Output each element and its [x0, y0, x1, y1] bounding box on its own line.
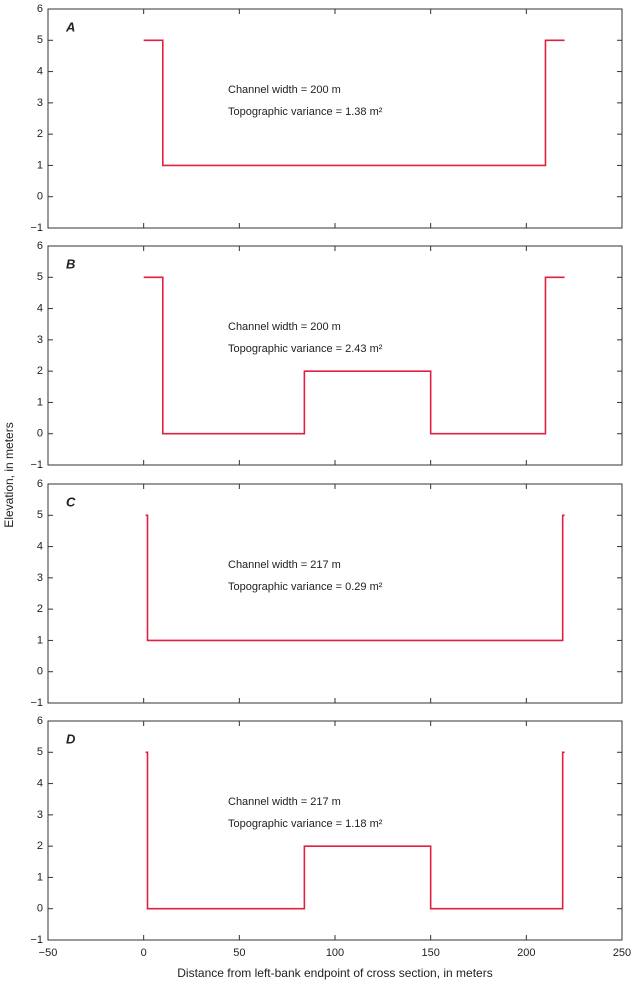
panel-label: D — [66, 731, 76, 746]
annotation: Channel width = 200 m — [228, 84, 341, 96]
y-tick-label: 6 — [37, 478, 43, 490]
y-tick-label: 2 — [37, 840, 43, 852]
y-tick-label: 6 — [37, 3, 43, 15]
y-tick-label: 5 — [37, 34, 43, 46]
annotation: Channel width = 200 m — [228, 321, 341, 333]
y-tick-label: −1 — [30, 697, 43, 709]
annotation: Topographic variance = 1.38 m² — [228, 106, 383, 118]
y-tick-label: 0 — [37, 191, 43, 203]
x-tick-label: 150 — [421, 947, 439, 959]
plot-frame — [47, 245, 623, 466]
y-tick-label: 4 — [37, 65, 43, 77]
y-tick-label: 2 — [37, 603, 43, 615]
profile-line — [145, 514, 565, 642]
y-tick-label: 6 — [37, 240, 43, 252]
y-tick-label: 2 — [37, 128, 43, 140]
y-tick-label: 2 — [37, 365, 43, 377]
y-tick-label: 5 — [37, 746, 43, 758]
annotation: Channel width = 217 m — [228, 796, 341, 808]
y-tick-label: 0 — [37, 666, 43, 678]
x-tick-label: 200 — [517, 947, 535, 959]
x-tick-label: 50 — [233, 947, 245, 959]
y-tick-label: 1 — [37, 871, 43, 883]
y-tick-label: −1 — [30, 222, 43, 234]
plot-frame — [47, 720, 623, 941]
y-tick-label: 5 — [37, 509, 43, 521]
annotation: Topographic variance = 1.18 m² — [228, 818, 383, 830]
y-tick-label: 4 — [37, 777, 43, 789]
y-tick-label: 6 — [37, 715, 43, 727]
annotation: Topographic variance = 0.29 m² — [228, 581, 383, 593]
y-tick-label: 1 — [37, 396, 43, 408]
y-tick-label: 4 — [37, 540, 43, 552]
y-tick-label: 0 — [37, 903, 43, 915]
y-tick-label: 1 — [37, 634, 43, 646]
y-tick-label: 4 — [37, 302, 43, 314]
plot-frame — [47, 8, 623, 229]
x-axis-label: Distance from left-bank endpoint of cros… — [177, 966, 492, 980]
panel-label: B — [66, 256, 75, 271]
profile-line — [145, 751, 565, 910]
y-axis-label: Elevation, in meters — [2, 422, 16, 527]
profile-line — [143, 39, 565, 167]
y-tick-label: −1 — [30, 934, 43, 946]
annotation: Channel width = 217 m — [228, 559, 341, 571]
y-tick-label: 0 — [37, 428, 43, 440]
y-tick-label: 3 — [37, 97, 43, 109]
x-tick-label: 0 — [141, 947, 147, 959]
y-tick-label: 3 — [37, 572, 43, 584]
x-tick-label: 100 — [326, 947, 344, 959]
panel-label: C — [66, 494, 76, 509]
x-tick-label: −50 — [39, 947, 58, 959]
y-tick-label: −1 — [30, 459, 43, 471]
profile-line — [143, 276, 565, 435]
y-tick-label: 3 — [37, 334, 43, 346]
x-tick-label: 250 — [613, 947, 631, 959]
y-tick-label: 1 — [37, 159, 43, 171]
panel-label: A — [65, 19, 75, 34]
annotation: Topographic variance = 2.43 m² — [228, 343, 383, 355]
plot-frame — [47, 483, 623, 704]
y-tick-label: 5 — [37, 271, 43, 283]
y-tick-label: 3 — [37, 809, 43, 821]
